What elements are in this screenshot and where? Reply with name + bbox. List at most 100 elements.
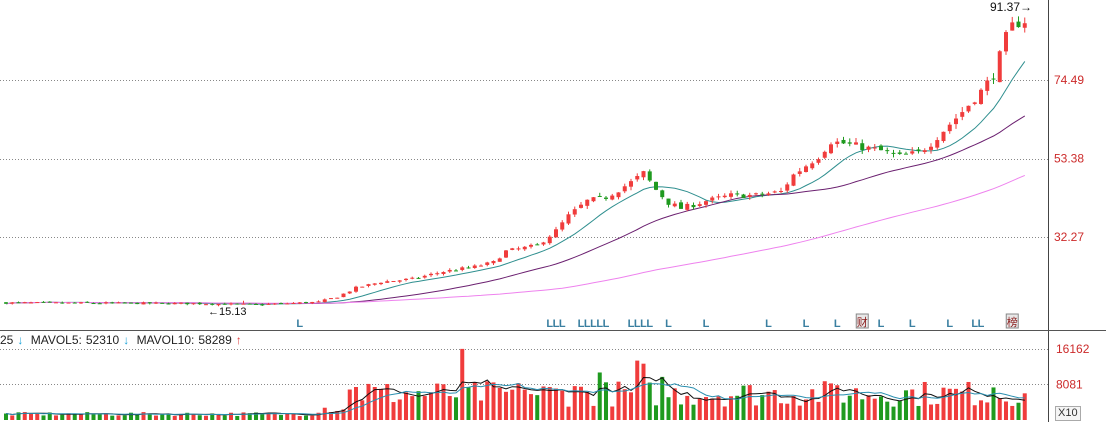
candle-body (729, 193, 733, 197)
candlestick (554, 226, 558, 238)
candlestick (329, 298, 333, 300)
candlestick (1010, 16, 1015, 31)
candlestick (822, 150, 827, 160)
volume-bar (722, 406, 727, 420)
volume-bar (691, 404, 696, 420)
volume-bar (304, 415, 308, 420)
candle-body (335, 297, 340, 299)
candle-body (516, 248, 521, 250)
candle-body (541, 242, 546, 245)
candle-body (260, 304, 265, 306)
candle-body (629, 181, 633, 187)
candle-body (479, 265, 483, 267)
volume-bar (860, 399, 865, 420)
candlestick (691, 202, 696, 210)
candlestick (41, 301, 46, 303)
candlestick (766, 191, 771, 196)
candle-body (841, 139, 846, 144)
volume-bar (754, 405, 758, 420)
volume-bar (672, 388, 677, 420)
event-marker: L (703, 318, 710, 330)
candle-body (491, 261, 496, 264)
candlestick (466, 265, 471, 269)
volume-bar (697, 398, 702, 420)
volume-bar (141, 412, 146, 420)
candlestick (629, 178, 633, 191)
volume-bar (354, 387, 358, 420)
price-tick-label: 32.27 (1054, 230, 1084, 244)
candlestick (591, 196, 596, 203)
candle-body (197, 302, 202, 305)
candlestick (897, 150, 902, 155)
volume-bar (266, 413, 271, 420)
volume-bar (597, 372, 602, 420)
candlestick (679, 199, 683, 209)
volume-bar (916, 405, 921, 420)
candlestick (597, 192, 602, 197)
candle-body (47, 301, 52, 303)
candlestick (210, 303, 215, 306)
volume-bar (910, 389, 915, 420)
candle-body (691, 204, 696, 208)
volume-bar (447, 396, 452, 420)
candlestick (791, 173, 796, 187)
candlestick (279, 302, 283, 305)
candlestick (504, 250, 508, 259)
event-marker: L (590, 318, 597, 330)
candle-body (466, 267, 471, 269)
candle-body (972, 102, 977, 104)
volume-bar (460, 348, 465, 420)
candle-body (747, 194, 752, 197)
candlestick (772, 190, 777, 194)
candlestick (197, 302, 202, 305)
mavol5-label: MAVOL5: (30, 333, 82, 347)
candlestick (1022, 17, 1027, 33)
volume-bar (710, 398, 715, 420)
volume-bar (260, 413, 265, 420)
volume-bar (822, 381, 827, 420)
candle-body (135, 302, 140, 305)
candle-body (810, 163, 815, 169)
candlestick (472, 264, 477, 269)
candlestick (185, 302, 190, 306)
candle-body (72, 302, 77, 304)
candle-body (529, 244, 533, 247)
volume-bar (835, 385, 840, 420)
volume-bar (97, 413, 102, 420)
volume-bar (122, 415, 127, 420)
volume-bar (1016, 402, 1021, 420)
volume-bar (766, 391, 771, 420)
candlestick (366, 283, 371, 288)
volume-unit-label: X10 (1055, 406, 1081, 421)
candle-body (160, 302, 165, 304)
candle-body (310, 301, 315, 304)
candlestick (947, 122, 952, 134)
candlestick (847, 138, 852, 147)
candlestick (10, 301, 15, 305)
volume-bar (560, 390, 565, 420)
candle-body (522, 246, 527, 250)
ma-long-line (5, 174, 1025, 305)
volume-bar (341, 409, 346, 420)
candle-body (960, 112, 965, 117)
volume-bar (954, 388, 958, 420)
candlestick (116, 301, 121, 304)
candle-body (104, 302, 108, 304)
candlestick (829, 142, 833, 155)
candlestick (835, 138, 840, 148)
candlestick (447, 268, 452, 273)
event-marker: L (546, 318, 553, 330)
candle-body (660, 190, 665, 198)
candlestick (47, 301, 52, 303)
candle-body (372, 283, 377, 285)
event-marker: 财 (857, 315, 868, 329)
candle-body (879, 145, 883, 151)
candlestick (54, 302, 58, 304)
candle-body (760, 193, 765, 195)
volume-bar (85, 412, 90, 420)
candlestick (216, 303, 221, 307)
candlestick (547, 235, 552, 245)
candlestick (204, 303, 208, 306)
volume-bar (779, 403, 783, 420)
volume-bar (41, 415, 46, 420)
